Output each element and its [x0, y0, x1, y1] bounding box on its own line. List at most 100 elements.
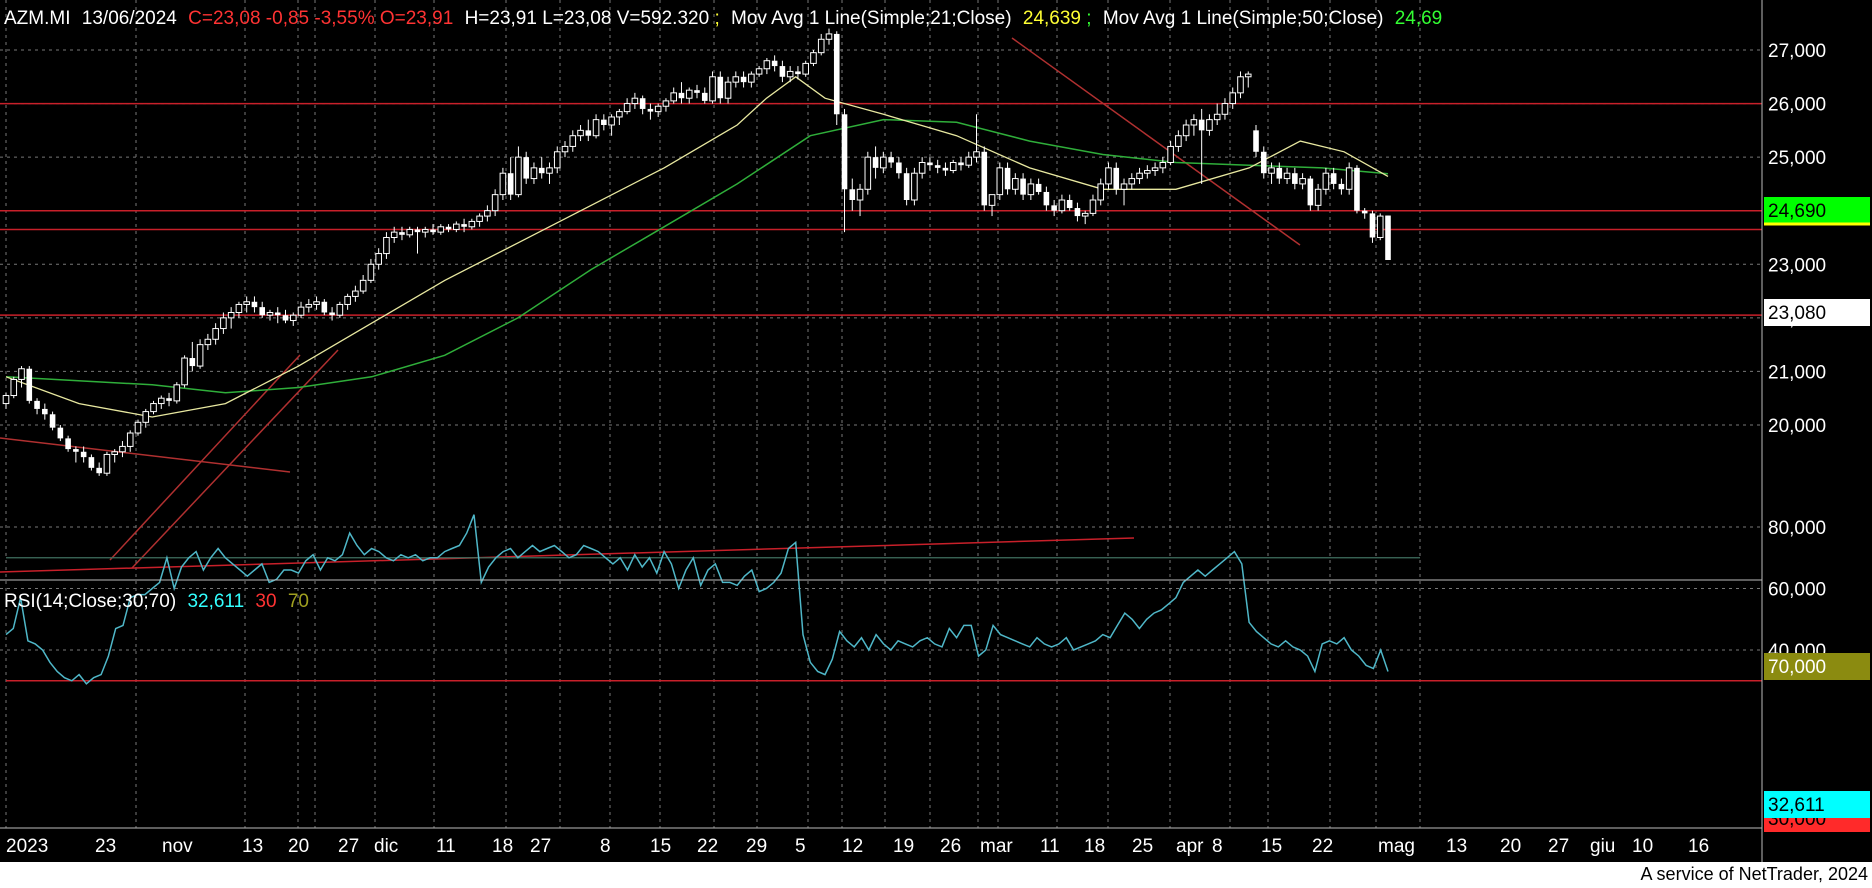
- candle: [119, 441, 126, 458]
- candle-body-up: [126, 432, 134, 447]
- candle-body-down: [1051, 205, 1057, 211]
- candle: [243, 296, 250, 313]
- candle-body-up: [856, 188, 864, 201]
- candle-body-up: [949, 161, 957, 172]
- candle: [1058, 194, 1066, 214]
- candle-body-down: [639, 98, 646, 109]
- candle-body-up: [181, 357, 188, 386]
- time-tick-label: dic: [374, 836, 398, 857]
- candle-body-up: [1128, 178, 1136, 185]
- candle: [1260, 146, 1267, 179]
- time-tick-label: giu: [1590, 836, 1615, 857]
- rsi70-tag-bg: [1764, 653, 1870, 680]
- time-tick-label: 20: [1500, 836, 1521, 857]
- candle-body-down: [1020, 178, 1026, 195]
- candle-body-down: [833, 33, 840, 115]
- candle: [561, 141, 569, 158]
- candle: [437, 224, 445, 235]
- candle-body-up: [608, 116, 615, 126]
- candle: [740, 71, 747, 88]
- rsi-value: 32,611: [187, 591, 244, 612]
- candle-body-up: [561, 145, 569, 153]
- candle-body-down: [585, 130, 592, 136]
- candle-body-down: [507, 173, 514, 195]
- time-tick-label: 13: [1446, 836, 1467, 857]
- ma50-value: 24,69: [1395, 8, 1443, 29]
- candle-body-up: [577, 129, 584, 137]
- candle-body-down: [251, 301, 258, 308]
- candle-body-up: [499, 172, 507, 196]
- candle: [802, 60, 809, 77]
- candle-body-up: [150, 403, 157, 413]
- credit-text: A service of NetTrader, 2024: [1640, 864, 1868, 884]
- candle-body-up: [1299, 178, 1306, 185]
- candle-body-down: [1035, 183, 1042, 192]
- candle-body-up: [1175, 135, 1182, 147]
- candle-body-up: [1097, 183, 1105, 201]
- candle-body-up: [825, 33, 833, 40]
- price-tick-label: 27,000: [1768, 41, 1826, 62]
- rsi-value-tag-bg: [1764, 791, 1870, 818]
- candle: [259, 301, 266, 318]
- candle: [1113, 162, 1120, 195]
- candle: [1144, 165, 1151, 179]
- candle: [1190, 114, 1198, 136]
- candle-body-up: [1237, 76, 1244, 94]
- rsi-tick-label: 60,000: [1768, 580, 1826, 601]
- candle: [476, 213, 483, 227]
- candle: [1089, 194, 1097, 217]
- candle: [336, 301, 344, 318]
- ma50-label: Mov Avg 1 Line(Simple;50;Close): [1103, 8, 1384, 29]
- candle: [1345, 162, 1353, 195]
- candle-body-down: [601, 119, 607, 125]
- candle: [157, 395, 165, 409]
- candle-body-up: [786, 70, 794, 78]
- candle: [73, 446, 79, 463]
- candle: [227, 307, 235, 329]
- candle-body-down: [1074, 208, 1081, 217]
- candle: [375, 248, 382, 270]
- candle-body-up: [1144, 170, 1151, 174]
- candle: [196, 339, 204, 369]
- candle: [934, 159, 941, 174]
- price-tick-label: 21,000: [1768, 362, 1826, 383]
- candle-body-down: [795, 71, 801, 75]
- candle: [266, 309, 274, 321]
- candle-body-up: [103, 453, 111, 474]
- candle-body-up: [476, 215, 483, 222]
- candle: [1213, 103, 1221, 125]
- candle: [856, 183, 864, 217]
- rsi-tick-label: 80,000: [1768, 518, 1826, 539]
- candle: [173, 382, 181, 404]
- candle-body-down: [282, 315, 289, 321]
- candle-body-down: [88, 457, 95, 468]
- candle-body-up: [973, 151, 980, 158]
- candle: [1051, 199, 1057, 217]
- candle: [927, 157, 933, 171]
- candle-body-up: [1167, 145, 1174, 163]
- candle-body-down: [678, 92, 685, 99]
- header-date: 13/06/2024: [82, 8, 178, 29]
- candle: [786, 66, 794, 83]
- candle-body-up: [1283, 172, 1291, 180]
- time-tick-label: 23: [95, 836, 116, 857]
- candle-body-up: [134, 421, 142, 434]
- candle-body-up: [755, 68, 763, 75]
- candle-body-up: [305, 303, 313, 308]
- candle-body-down: [1292, 173, 1298, 184]
- candle: [810, 50, 817, 67]
- time-tick-label: 27: [338, 836, 359, 857]
- candle: [383, 232, 390, 259]
- candle: [755, 66, 763, 77]
- candle: [949, 159, 957, 174]
- candle: [1182, 119, 1190, 142]
- candle-body-up: [10, 378, 18, 397]
- candle: [538, 157, 545, 179]
- time-tick-label: 19: [893, 836, 914, 857]
- candle: [282, 309, 289, 324]
- candle: [577, 124, 584, 142]
- last-price-tag-bg: [1764, 299, 1870, 326]
- candle: [841, 108, 848, 233]
- candle: [601, 114, 607, 131]
